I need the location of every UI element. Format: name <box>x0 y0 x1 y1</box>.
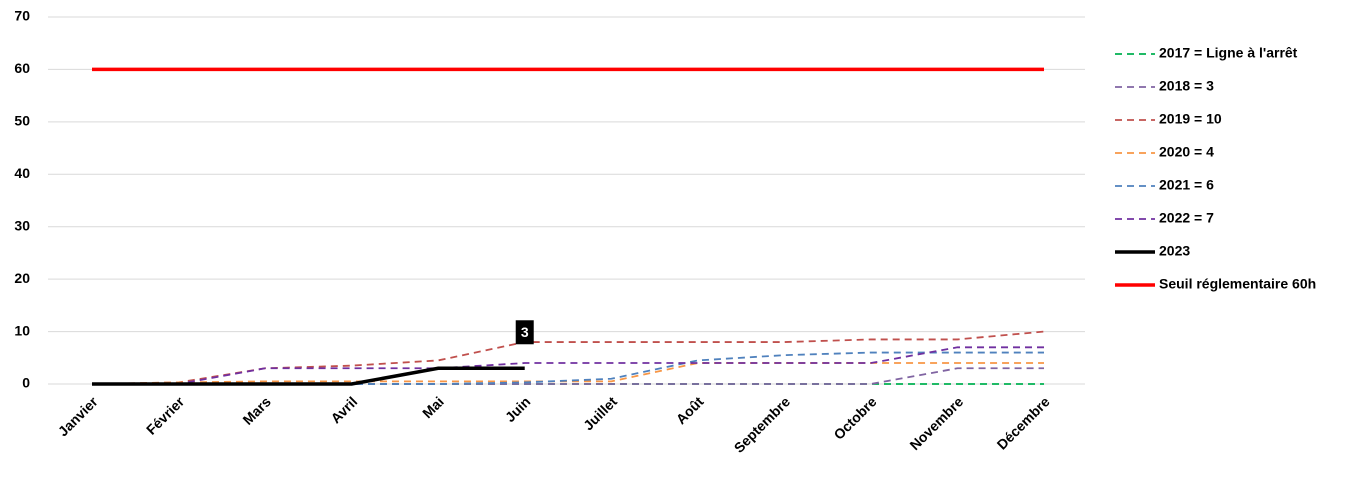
legend-label: 2023 <box>1159 243 1190 259</box>
series-line <box>92 367 1044 385</box>
data-label: 3 <box>521 324 529 340</box>
x-tick-label: Octobre <box>830 393 879 442</box>
legend-label: 2017 = Ligne à l'arrêt <box>1159 45 1298 61</box>
data-label-box <box>515 320 534 345</box>
x-tick-label: Juin <box>502 393 534 425</box>
legend-label: 2018 = 3 <box>1159 78 1214 94</box>
legend-label: Seuil réglementaire 60h <box>1159 276 1316 292</box>
y-tick-label: 70 <box>14 8 30 24</box>
y-tick-label: 50 <box>14 113 30 129</box>
series-line <box>92 366 525 386</box>
x-tick-label: Août <box>673 393 707 427</box>
series-line <box>91 362 1044 385</box>
y-tick-label: 20 <box>14 270 30 286</box>
x-tick-label: Septembre <box>731 393 794 456</box>
x-tick-label: Mai <box>419 393 447 421</box>
legend-label: 2021 = 6 <box>1159 177 1214 193</box>
legend-label: 2020 = 4 <box>1159 144 1214 160</box>
legend-label: 2022 = 7 <box>1159 210 1214 226</box>
x-tick-label: Juillet <box>580 393 620 433</box>
x-tick-label: Avril <box>327 393 360 426</box>
series-line <box>92 346 1044 385</box>
series-line <box>91 330 1045 385</box>
x-tick-label: Mars <box>239 393 274 428</box>
y-tick-label: 30 <box>14 217 30 233</box>
y-tick-label: 10 <box>14 322 30 338</box>
x-tick-label: Février <box>143 393 188 438</box>
y-tick-label: 40 <box>14 165 30 181</box>
y-tick-label: 60 <box>14 60 30 76</box>
x-tick-label: Décembre <box>994 393 1053 452</box>
y-tick-label: 0 <box>22 375 30 391</box>
x-tick-label: Novembre <box>906 393 966 453</box>
legend-label: 2019 = 10 <box>1159 111 1222 127</box>
x-tick-label: Janvier <box>55 393 101 439</box>
